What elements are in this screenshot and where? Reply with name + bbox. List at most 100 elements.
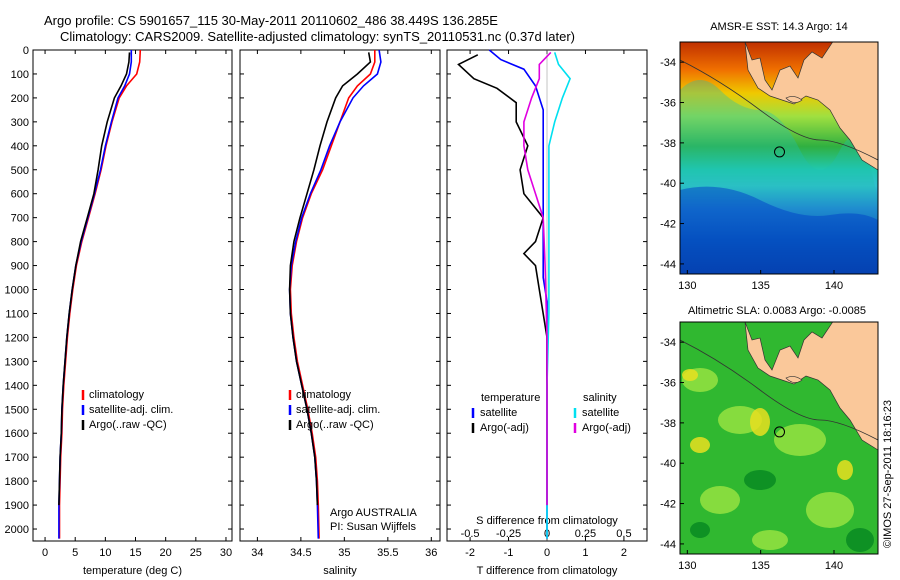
sst-land [744,42,878,171]
temp-xtick-label: 0 [42,547,48,559]
sst-cold-band [680,186,878,274]
salinity-panel: 34 34.5 35 35.5 36 salinity climatology satelli… [239,49,441,577]
map-ytick-label: -38 [660,138,676,150]
sal-legend-label: satellite-adj. clim. [296,404,380,416]
depth-tick-label: 1400 [5,380,29,392]
sst-isobath [680,59,878,161]
depth-tick-label: 700 [11,213,29,225]
temp-xlabel: temperature (deg C) [83,565,182,577]
pi-label: PI: Susan Wijffels [330,521,416,533]
diff-xtick-label: 2 [621,547,627,559]
temp-legend-label: climatology [89,389,145,401]
sst-map-axes: 130 135 140 -34 -36 -38 -40 -42 -44 [660,57,843,292]
map-ytick-label: -36 [660,98,676,110]
diff-legend-left-label: satellite [480,407,517,419]
sla-island [785,376,803,383]
sal-series-argo [288,52,372,506]
map-xtick-label: 130 [678,560,696,572]
sal-legend-label: climatology [296,389,352,401]
sla-map-title: Altimetric SLA: 0.0083 Argo: -0.0085 [688,305,866,317]
temp-xtick-label: 20 [160,547,172,559]
diff-legend-right-label: Argo(-adj) [582,422,631,434]
sst-argo-marker [774,146,786,158]
map-ytick-label: -42 [660,219,676,231]
sal-series-climatology [289,50,376,539]
temperature-panel: 0100200300400500600700800900100011001200… [5,45,233,577]
depth-tick-label: 800 [11,237,29,249]
depth-tick-label: 900 [11,261,29,273]
map-ytick-label: -38 [660,418,676,430]
depth-tick-label: 0 [23,45,29,57]
depth-tick-label: 1200 [5,332,29,344]
sla-argo-marker [774,426,786,438]
map-ytick-label: -36 [660,378,676,390]
imos-credit: ©IMOS 27-Sep-2011 18:16:23 [882,400,894,548]
sal-xtick-label: 34.5 [290,547,311,559]
diff-top-tick-label: 0.25 [575,528,596,540]
diff-series-salinity-argo [523,51,552,506]
map-ytick-label: -34 [660,337,676,349]
depth-tick-label: 2000 [5,524,29,536]
diff-xtick-label: 0 [544,547,550,559]
sal-xlabel: salinity [323,565,357,577]
depth-tick-label: 1500 [5,404,29,416]
map-ytick-label: -34 [660,57,676,69]
difference-panel: -2 -1 0 1 2T difference from climatology -0.5… [446,49,648,577]
diff-xtick-label: 1 [582,547,588,559]
temp-xtick-label: 15 [129,547,141,559]
temp-legend-label: satellite-adj. clim. [89,404,173,416]
depth-tick-label: 500 [11,165,29,177]
diff-top-tick-label: 0.5 [616,528,631,540]
map-ytick-label: -42 [660,499,676,511]
map-ytick-label: -40 [660,178,676,190]
temp-frame [32,49,233,542]
temp-xtick-label: 30 [220,547,232,559]
depth-tick-label: 400 [11,141,29,153]
depth-tick-label: 1000 [5,285,29,297]
depth-tick-label: 1100 [5,308,29,320]
map-xtick-label: 135 [751,560,769,572]
temp-legend-label: Argo(..raw -QC) [89,419,167,431]
depth-tick-label: 1900 [5,500,29,512]
map-xtick-label: 135 [751,280,769,292]
diff-top-tick-label: -0.25 [496,528,521,540]
header-line-2: Climatology: CARS2009. Satellite-adjuste… [60,29,575,44]
sst-map-title: AMSR-E SST: 14.3 Argo: 14 [710,21,848,33]
argo-australia-label: Argo AUSTRALIA [330,507,417,519]
depth-tick-label: 600 [11,189,29,201]
map-ytick-label: -40 [660,458,676,470]
diff-legend-right-label: salinity [583,392,617,404]
depth-tick-label: 300 [11,117,29,129]
sla-isobath [680,339,878,441]
diff-xtick-label: -2 [465,547,475,559]
temp-series-argo [58,52,131,506]
sst-map: 130 135 140 -34 -36 -38 -40 -42 -44 AMSR-E SST: … [660,21,879,292]
sal-xtick-label: 35.5 [377,547,398,559]
sal-xtick-label: 35 [338,547,350,559]
sal-xtick-label: 34 [251,547,263,559]
sla-land [744,322,878,451]
map-ytick-label: -44 [660,539,676,551]
temp-xtick-label: 5 [72,547,78,559]
header-line-1: Argo profile: CS 5901657_115 30-May-2011… [44,13,498,28]
map-xtick-label: 130 [678,280,696,292]
temp-xtick-label: 10 [99,547,111,559]
sla-highs [682,369,853,480]
sla-map-axes: 130 135 140 -34 -36 -38 -40 -42 -44 [660,337,843,572]
map-xtick-label: 140 [825,560,843,572]
depth-tick-label: 200 [11,93,29,105]
depth-tick-label: 1800 [5,476,29,488]
diff-xlabel: T difference from climatology [477,565,618,577]
sla-map: 130 135 140 -34 -36 -38 -40 -42 -44 Altimetric S… [660,305,879,572]
sal-xtick-label: 36 [425,547,437,559]
sal-legend-label: Argo(..raw -QC) [296,419,374,431]
diff-legend-left-label: temperature [481,392,540,404]
depth-tick-label: 1700 [5,452,29,464]
map-xtick-label: 140 [825,280,843,292]
diff-xtick-label: -1 [504,547,514,559]
temp-xtick-label: 25 [190,547,202,559]
sla-lows [690,470,874,552]
map-ytick-label: -44 [660,259,676,271]
